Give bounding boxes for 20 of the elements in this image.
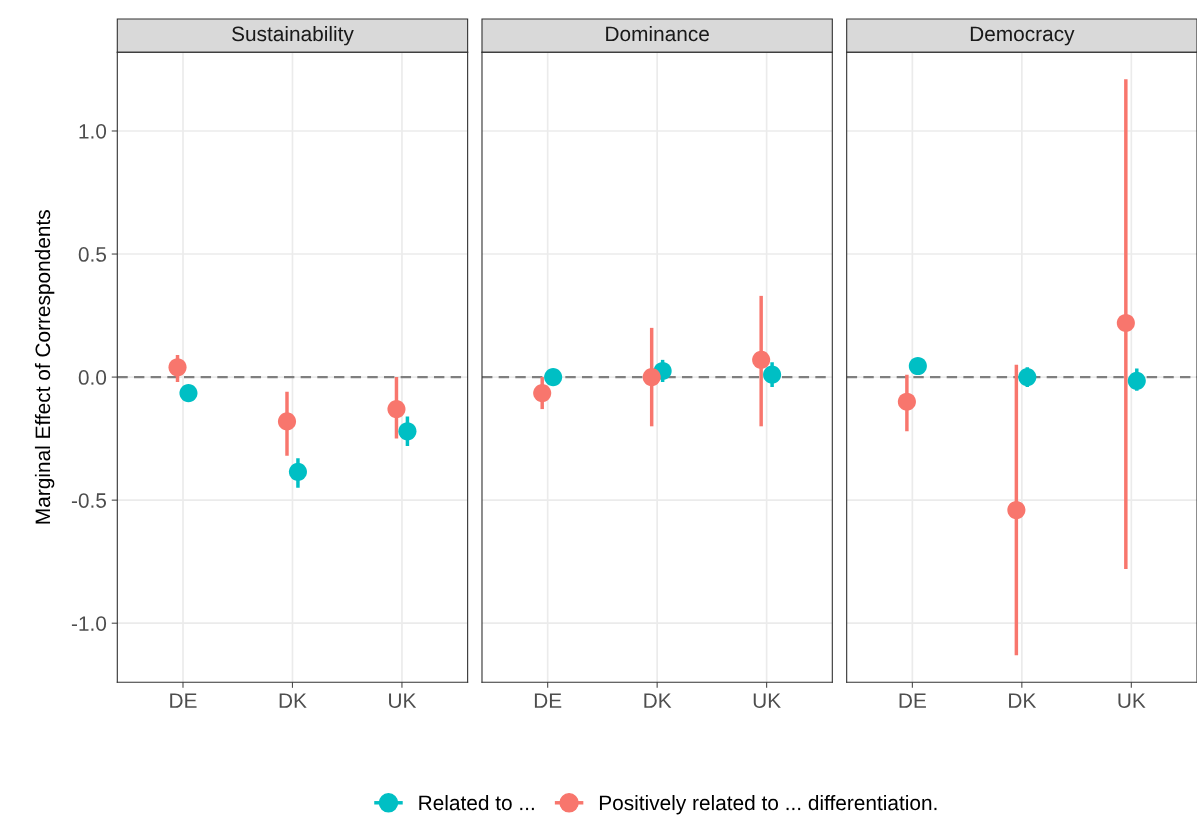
- x-tick-label: UK: [1118, 693, 1146, 708]
- y-tick-label: 0.0: [78, 370, 107, 385]
- chart-title: Dominance: [606, 25, 709, 42]
- legend-label: Positively related to ... differentiation.: [599, 794, 937, 815]
- x-tick-label: DE: [899, 693, 926, 708]
- x-tick-label: UK: [389, 693, 417, 708]
- y-tick-label: 1.0: [79, 123, 107, 139]
- x-tick-label: DK: [644, 693, 672, 708]
- legend-label: Related to ...: [419, 794, 534, 811]
- y-tick-label: 0.5: [78, 247, 107, 262]
- y-tick-label: -0.5: [71, 493, 107, 508]
- y-axis-title: Marginal Effect of Correspondents: [34, 210, 55, 524]
- y-tick-label: -1.0: [71, 616, 107, 631]
- x-tick-label: DK: [1009, 693, 1037, 708]
- x-tick-label: UK: [753, 693, 781, 708]
- x-tick-label: DE: [170, 693, 197, 708]
- x-tick-label: DK: [279, 693, 307, 708]
- chart-title: Democracy: [970, 26, 1075, 46]
- chart-title: Sustainability: [232, 25, 354, 46]
- x-tick-label: DE: [534, 693, 562, 708]
